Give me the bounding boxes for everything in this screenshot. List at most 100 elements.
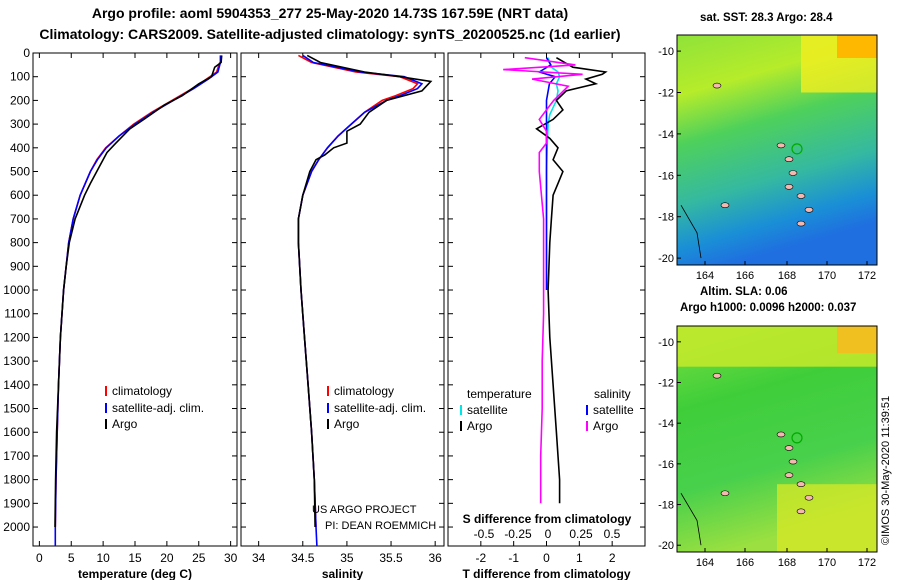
x-tick-label: 35.5 <box>379 551 403 565</box>
island <box>796 220 806 227</box>
annotation-project: US ARGO PROJECT <box>312 504 417 516</box>
depth-tick-label: 1900 <box>3 496 30 510</box>
depth-tick-label: 900 <box>10 259 30 273</box>
x-tick-label: 5 <box>68 551 75 565</box>
island <box>776 142 786 149</box>
lon-tick-label: 164 <box>696 557 714 569</box>
lon-tick-label: 164 <box>696 270 714 282</box>
island <box>796 508 806 515</box>
lon-tick-label: 166 <box>736 557 754 569</box>
legend-label: climatology <box>334 384 394 398</box>
island <box>796 481 806 488</box>
x-tick-label: 30 <box>224 551 238 565</box>
salinity-diff-tick: 0.25 <box>569 527 593 541</box>
depth-tick-label: 1100 <box>4 307 30 321</box>
island <box>804 207 814 213</box>
x-axis-label: salinity <box>322 567 364 580</box>
lat-tick-label: -20 <box>658 253 674 265</box>
x-tick-label: 10 <box>96 551 110 565</box>
high-sla-core <box>837 326 877 354</box>
lon-tick-label: 172 <box>858 270 876 282</box>
x-tick-label: 36 <box>428 551 442 565</box>
sst-map-frame <box>676 34 878 266</box>
legend-header: temperature <box>467 387 532 401</box>
salinity-diff-tick: 0.5 <box>604 527 621 541</box>
x-tick-label: -2 <box>475 551 486 565</box>
lon-tick-label: 170 <box>818 270 836 282</box>
sla-map <box>676 325 878 553</box>
island <box>720 202 730 208</box>
island <box>712 372 722 379</box>
x-tick-label: 34 <box>252 551 266 565</box>
island <box>784 472 794 478</box>
legend-label: satellite <box>467 403 508 417</box>
lat-tick-label: -10 <box>658 46 674 58</box>
x-axis-label: T difference from climatology <box>462 567 630 580</box>
lat-tick-label: -16 <box>658 170 674 182</box>
lat-tick-label: -12 <box>658 88 674 100</box>
depth-tick-label: 1000 <box>3 283 30 297</box>
depth-tick-label: 500 <box>10 165 30 179</box>
salinity-diff-tick: 0 <box>545 527 552 541</box>
x-tick-label: 34.5 <box>291 551 315 565</box>
depth-tick-label: 300 <box>10 117 30 131</box>
argo-location <box>791 143 803 155</box>
lon-tick-label: 170 <box>818 557 836 569</box>
depth-tick-label: 0 <box>23 46 30 60</box>
lat-tick-label: -16 <box>658 459 674 471</box>
island <box>788 170 798 176</box>
legend-label: satellite-adj. clim. <box>334 401 426 415</box>
lat-tick-label: -14 <box>658 129 674 141</box>
warm-core <box>837 35 877 58</box>
lon-tick-label: 172 <box>858 557 876 569</box>
series-salinity-argo <box>503 56 583 504</box>
argo-location <box>791 432 803 444</box>
legend-label: Argo <box>593 419 619 433</box>
high-sla-south <box>777 484 877 552</box>
depth-tick-label: 1700 <box>3 449 30 463</box>
x-tick-label: 35 <box>340 551 354 565</box>
sla-map-subtitle: Argo h1000: 0.0096 h2000: 0.037 <box>680 302 857 314</box>
coastline <box>680 204 702 259</box>
sla-map-title: Altim. SLA: 0.06 <box>700 286 788 298</box>
legend-label: satellite <box>593 403 634 417</box>
legend-label: satellite-adj. clim. <box>112 401 204 415</box>
lon-tick-label: 166 <box>736 270 754 282</box>
sst-map <box>676 34 878 266</box>
island <box>788 458 798 465</box>
depth-tick-label: 700 <box>10 212 30 226</box>
island <box>784 156 794 162</box>
x-tick-label: 0 <box>36 551 43 565</box>
x-tick-label: 20 <box>160 551 174 565</box>
title-line-1: Argo profile: aoml 5904353_277 25-May-20… <box>91 5 569 21</box>
salinity-diff-tick: -0.25 <box>504 527 532 541</box>
series-temperature-argo <box>535 57 608 504</box>
lat-tick-label: -18 <box>658 212 674 224</box>
legend-label: Argo <box>467 419 493 433</box>
lat-tick-label: -14 <box>658 418 674 430</box>
salinity-diff-label: S difference from climatology <box>463 512 632 526</box>
salinity-profile-frame <box>240 52 445 547</box>
depth-tick-label: 100 <box>10 70 30 84</box>
series-climatology <box>54 62 221 528</box>
depth-tick-label: 600 <box>10 188 30 202</box>
series-argo <box>54 55 223 528</box>
island <box>784 184 794 190</box>
series-salinity-satellite <box>537 57 557 290</box>
depth-tick-label: 2000 <box>3 520 30 534</box>
x-tick-label: 25 <box>192 551 206 565</box>
series-satellite-adj-clim- <box>297 54 424 547</box>
depth-tick-label: 800 <box>10 236 30 250</box>
x-tick-label: 0 <box>543 551 550 565</box>
depth-tick-label: 200 <box>10 93 30 107</box>
title-line-2: Climatology: CARS2009. Satellite-adjuste… <box>39 26 621 42</box>
legend-label: Argo <box>334 417 360 431</box>
island <box>712 82 722 89</box>
lat-tick-label: -18 <box>658 500 674 512</box>
x-axis-label: temperature (deg C) <box>78 567 192 580</box>
x-tick-label: 2 <box>609 551 616 565</box>
legend-label: Argo <box>112 417 138 431</box>
x-tick-label: 1 <box>576 551 583 565</box>
lat-tick-label: -10 <box>658 337 674 349</box>
